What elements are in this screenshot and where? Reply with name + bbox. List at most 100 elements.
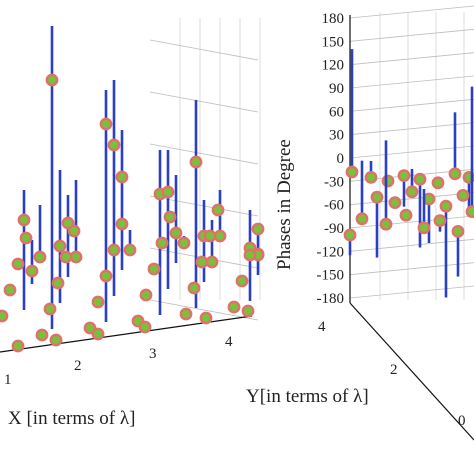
left-stem-marker bbox=[161, 185, 175, 199]
left-base-marker bbox=[91, 327, 105, 341]
right-y-axis-line bbox=[349, 302, 474, 441]
left-base-marker bbox=[179, 307, 193, 321]
left-grid-line bbox=[149, 39, 259, 61]
right-stem-marker bbox=[465, 205, 474, 218]
right-stem-marker bbox=[422, 192, 436, 206]
right-z-tick: -30 bbox=[324, 174, 344, 190]
left-base-marker bbox=[155, 236, 169, 250]
left-base-marker bbox=[195, 255, 209, 269]
right-grid-line bbox=[349, 52, 474, 66]
left-stem-marker bbox=[45, 73, 59, 87]
left-stem-marker bbox=[33, 250, 47, 264]
right-z-tick: -90 bbox=[324, 221, 344, 237]
right-grid-line bbox=[349, 262, 474, 276]
right-stem-marker bbox=[379, 217, 393, 231]
right-stem-marker bbox=[448, 167, 462, 181]
left-stem-marker bbox=[189, 155, 203, 169]
left-base-marker bbox=[163, 210, 177, 224]
right-stem-marker bbox=[399, 208, 413, 222]
left-base-marker bbox=[3, 283, 17, 297]
right-stem-marker bbox=[417, 221, 431, 235]
left-grid-line bbox=[149, 143, 259, 165]
right-stem-marker bbox=[345, 165, 359, 179]
left-base-marker bbox=[115, 217, 129, 231]
left-base-marker bbox=[107, 243, 121, 257]
right-y-tick-0: 0 bbox=[458, 413, 466, 429]
right-3d-stem-plot: 180 150 120 90 60 30 0 -30 -60 -90 -120 -150 -180 4 … bbox=[246, 5, 474, 441]
left-base-marker bbox=[0, 309, 9, 323]
right-grid-line bbox=[349, 285, 474, 299]
right-z-tick: -180 bbox=[317, 291, 345, 307]
left-x-tick-1: 1 bbox=[4, 372, 12, 388]
right-stem-marker bbox=[451, 224, 465, 238]
right-stem-marker bbox=[388, 196, 402, 210]
left-base-marker bbox=[138, 320, 152, 334]
right-y-ticks: 4 2 0 bbox=[318, 319, 466, 429]
left-base-marker bbox=[35, 328, 49, 342]
left-stem-marker bbox=[53, 239, 67, 253]
left-stem-marker bbox=[115, 170, 129, 184]
right-grid-line bbox=[349, 28, 474, 42]
left-grid-line bbox=[149, 299, 259, 321]
left-stem-marker bbox=[177, 236, 191, 250]
left-base-marker bbox=[227, 300, 241, 314]
left-base-marker bbox=[211, 203, 225, 217]
left-x-ticks: 1 2 3 4 bbox=[4, 334, 233, 388]
left-x-tick-3: 3 bbox=[149, 346, 157, 362]
right-z-tick: 180 bbox=[322, 11, 345, 27]
right-z-tick: -60 bbox=[324, 198, 344, 214]
right-z-tick: 0 bbox=[337, 151, 345, 167]
left-base-marker bbox=[19, 231, 33, 245]
left-stem-marker bbox=[17, 213, 31, 227]
right-grid-line bbox=[349, 215, 474, 229]
right-stem-marker bbox=[370, 190, 384, 204]
left-base-marker bbox=[147, 262, 161, 276]
left-stems bbox=[0, 26, 265, 353]
right-grid-line bbox=[349, 192, 474, 206]
right-y-tick-4: 4 bbox=[318, 319, 326, 335]
left-stem-marker bbox=[99, 117, 113, 131]
left-base-marker bbox=[187, 281, 201, 295]
left-stem-marker bbox=[123, 243, 137, 257]
left-grid-line bbox=[149, 91, 259, 113]
right-stem-marker bbox=[439, 199, 453, 213]
right-grid-line bbox=[349, 122, 474, 136]
right-stem-marker bbox=[456, 188, 470, 202]
right-z-tick: 120 bbox=[322, 58, 345, 74]
right-grid-line bbox=[349, 238, 474, 252]
right-z-tick: 150 bbox=[322, 34, 345, 50]
left-base-marker bbox=[59, 250, 73, 264]
left-base-marker bbox=[199, 311, 213, 325]
right-stem-marker bbox=[431, 176, 445, 190]
right-y-axis-label: Y[in terms of λ] bbox=[246, 386, 369, 407]
left-x-tick-4: 4 bbox=[225, 334, 233, 350]
left-base-marker bbox=[67, 224, 81, 238]
left-stem-marker bbox=[25, 264, 39, 278]
left-base-marker bbox=[91, 295, 105, 309]
left-base-marker bbox=[235, 274, 249, 288]
right-grid-line bbox=[349, 75, 474, 89]
right-grid-line bbox=[349, 98, 474, 112]
right-stem-marker bbox=[343, 228, 357, 242]
left-base-marker bbox=[251, 222, 265, 236]
right-stem-marker bbox=[413, 172, 427, 186]
left-base-marker bbox=[11, 339, 25, 353]
left-base-marker bbox=[49, 333, 63, 347]
right-z-tick: -120 bbox=[317, 244, 345, 260]
right-z-ticks: 180 150 120 90 60 30 0 -30 -60 -90 -120 -150 -180 bbox=[317, 11, 345, 307]
right-stem-marker bbox=[355, 212, 369, 226]
right-z-axis-label: Phases in Degree bbox=[274, 139, 295, 270]
left-base-marker bbox=[139, 288, 153, 302]
right-stem-marker bbox=[364, 170, 378, 184]
right-grid-line bbox=[349, 5, 474, 19]
right-stems bbox=[343, 49, 474, 298]
right-z-tick: -150 bbox=[317, 268, 345, 284]
right-stem-marker bbox=[433, 214, 447, 228]
right-z-tick: 90 bbox=[329, 81, 344, 97]
left-base-marker bbox=[99, 269, 113, 283]
left-3d-stem-plot: 1 2 3 4 X [in terms of λ] bbox=[0, 18, 265, 429]
right-y-tick-2: 2 bbox=[390, 362, 398, 378]
right-z-tick: 60 bbox=[329, 104, 344, 120]
left-base-marker bbox=[51, 276, 65, 290]
